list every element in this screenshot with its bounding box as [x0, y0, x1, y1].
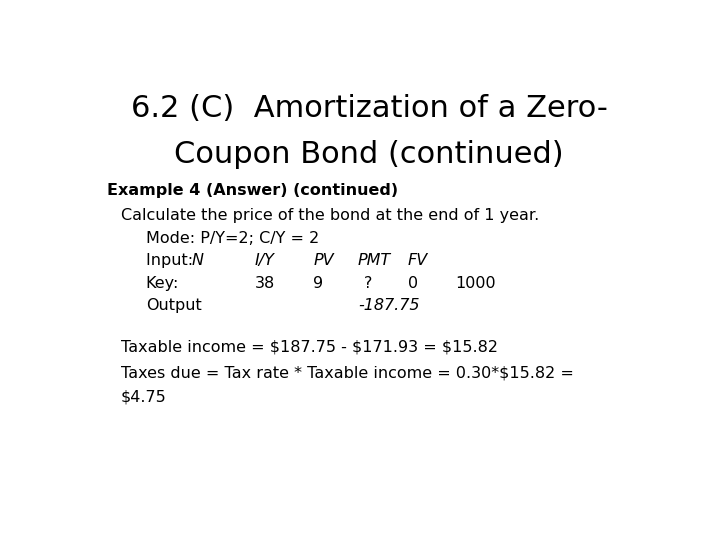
Text: Coupon Bond (continued): Coupon Bond (continued)	[174, 140, 564, 168]
Text: N: N	[192, 253, 204, 268]
Text: -187.75: -187.75	[358, 299, 419, 314]
Text: Input:: Input:	[145, 253, 198, 268]
Text: FV: FV	[408, 253, 428, 268]
Text: 1000: 1000	[456, 275, 496, 291]
Text: Key:: Key:	[145, 275, 179, 291]
Text: 6.2 (C)  Amortization of a Zero-: 6.2 (C) Amortization of a Zero-	[130, 94, 608, 123]
Text: ?: ?	[364, 275, 372, 291]
Text: Taxes due = Tax rate * Taxable income = 0.30*$15.82 =: Taxes due = Tax rate * Taxable income = …	[121, 365, 574, 380]
Text: 0: 0	[408, 275, 418, 291]
Text: I/Y: I/Y	[255, 253, 274, 268]
Text: 38: 38	[255, 275, 275, 291]
Text: Taxable income = $187.75 - $171.93 = $15.82: Taxable income = $187.75 - $171.93 = $15…	[121, 339, 498, 354]
Text: PV: PV	[313, 253, 334, 268]
Text: Example 4 (Answer) (continued): Example 4 (Answer) (continued)	[107, 183, 398, 198]
Text: $4.75: $4.75	[121, 390, 166, 405]
Text: Calculate the price of the bond at the end of 1 year.: Calculate the price of the bond at the e…	[121, 208, 539, 223]
Text: 9: 9	[313, 275, 323, 291]
Text: Output: Output	[145, 299, 202, 314]
Text: PMT: PMT	[358, 253, 391, 268]
Text: Mode: P/Y=2; C/Y = 2: Mode: P/Y=2; C/Y = 2	[145, 231, 319, 246]
